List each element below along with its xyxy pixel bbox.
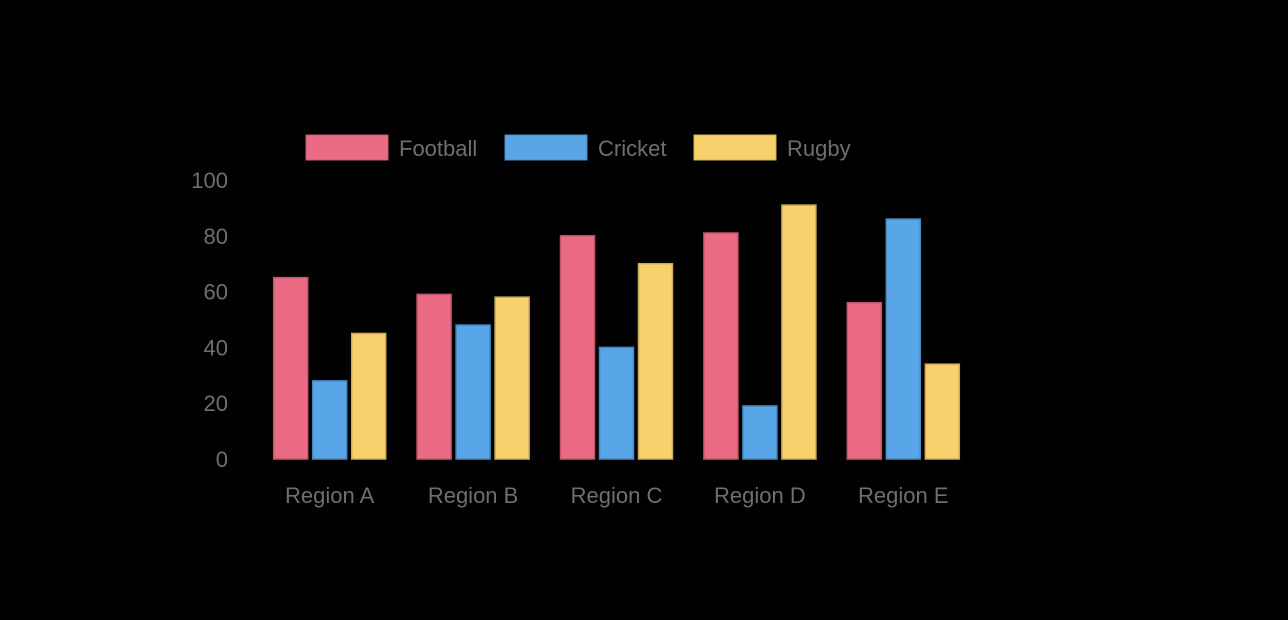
bars <box>272 204 961 460</box>
x-tick-label: Region B <box>428 483 519 508</box>
bar-rugby-region-e[interactable] <box>924 363 961 460</box>
y-tick-label: 40 <box>204 335 228 360</box>
legend: Football Cricket Rugby <box>305 134 851 161</box>
bar-rugby-region-b[interactable] <box>494 296 530 460</box>
x-tick-label: Region D <box>714 483 806 508</box>
x-tick-label: Region A <box>285 483 375 508</box>
legend-swatch-rugby[interactable] <box>693 134 777 161</box>
legend-swatch-cricket[interactable] <box>504 134 588 161</box>
bar-cricket-region-e[interactable] <box>885 218 922 460</box>
bar-cricket-region-b[interactable] <box>455 324 491 460</box>
bar-cricket-region-a[interactable] <box>311 380 348 460</box>
legend-label-cricket[interactable]: Cricket <box>598 136 666 161</box>
legend-label-rugby[interactable]: Rugby <box>787 136 851 161</box>
y-axis: 0 20 40 60 80 100 <box>191 168 228 472</box>
bar-rugby-region-a[interactable] <box>350 332 387 460</box>
bar-football-region-e[interactable] <box>846 302 883 460</box>
bar-cricket-region-d[interactable] <box>742 405 778 460</box>
y-tick-label: 20 <box>204 391 228 416</box>
x-tick-label: Region C <box>571 483 663 508</box>
y-tick-label: 80 <box>204 224 228 249</box>
legend-label-football[interactable]: Football <box>399 136 477 161</box>
y-tick-label: 60 <box>204 280 228 305</box>
bar-rugby-region-d[interactable] <box>781 204 817 460</box>
bar-football-region-c[interactable] <box>559 235 596 460</box>
bar-football-region-d[interactable] <box>703 232 739 460</box>
bar-cricket-region-c[interactable] <box>598 346 635 460</box>
bar-football-region-a[interactable] <box>272 276 309 460</box>
x-axis: Region A Region B Region C Region D Region E <box>285 483 949 508</box>
bar-rugby-region-c[interactable] <box>637 262 674 460</box>
legend-swatch-football[interactable] <box>305 134 389 161</box>
y-tick-label: 0 <box>216 447 228 472</box>
y-tick-label: 100 <box>191 168 228 193</box>
x-tick-label: Region E <box>858 483 949 508</box>
bar-football-region-b[interactable] <box>416 293 452 460</box>
